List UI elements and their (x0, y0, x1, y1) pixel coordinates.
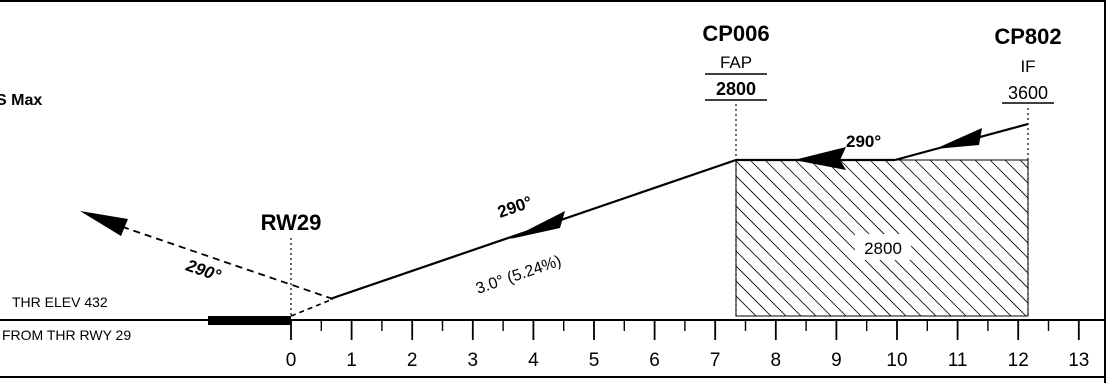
missed-approach-path (119, 225, 334, 300)
threshold-elevation: THR ELEV 432 (12, 294, 108, 310)
initial-arrow (935, 128, 982, 149)
hatch-line (1065, 160, 1106, 316)
hatch-line (1050, 160, 1106, 316)
final-course: 290° (495, 192, 535, 221)
hatch-line (839, 160, 997, 316)
cp006-name: CP006 (702, 21, 769, 46)
distance-tick-label: 4 (528, 350, 539, 371)
runway-name: RW29 (261, 210, 322, 235)
hatch-line (944, 160, 1028, 244)
cp802-role: IF (1020, 57, 1035, 76)
intermediate-min-altitude-label: 2800 (864, 239, 902, 258)
hatch-line (736, 280, 772, 316)
hatch-line (749, 160, 907, 316)
distance-tick-label: 11 (948, 350, 968, 371)
hatch-line (974, 160, 1028, 214)
distance-tick-label: 8 (771, 350, 782, 371)
distance-tick-label: 12 (1008, 350, 1029, 371)
hatch-line (736, 220, 832, 316)
descent-extension-dashed (290, 298, 334, 317)
hatch-line (1080, 160, 1106, 316)
intermediate-arrow (794, 147, 846, 170)
missed-approach-arrow (80, 211, 128, 236)
hatch-line (736, 205, 847, 316)
hatch-line (914, 160, 1028, 274)
intermediate-segment-min-altitude-block: 2800 (735, 159, 1106, 317)
hatch-line (736, 175, 877, 316)
glidepath-angle: 3.0° (5.24%) (474, 253, 564, 298)
cp802-name: CP802 (994, 24, 1061, 49)
hatch-line (899, 160, 1028, 289)
hatch-line (736, 190, 862, 316)
hatch-line (1035, 160, 1106, 316)
distance-reference-label: FROM THR RWY 29 (2, 327, 131, 343)
hatch-line (854, 160, 1012, 316)
hatch-line (989, 160, 1028, 199)
hatch-line (736, 265, 787, 316)
cp802-altitude: 3600 (1008, 83, 1048, 103)
hatch-line (869, 160, 1027, 316)
cp006-role: FAP (720, 53, 752, 72)
intermediate-course: 290° (846, 132, 881, 151)
hatch-line (736, 160, 892, 316)
distance-tick-label: 7 (710, 350, 721, 371)
partial-mda-label: S Max (0, 92, 42, 109)
distance-tick-label: 0 (286, 350, 297, 371)
runway-bar (208, 316, 291, 325)
hatch-line (736, 235, 817, 316)
hatch-line (736, 250, 802, 316)
distance-tick-label: 9 (831, 350, 842, 371)
distance-tick-label: 6 (649, 350, 660, 371)
distance-ticks (290, 320, 1080, 340)
hatch-line (929, 160, 1028, 259)
hatch-line (959, 160, 1028, 229)
hatch-line (1019, 160, 1028, 169)
hatch-line (884, 160, 1028, 304)
distance-tick-label: 1 (346, 350, 357, 371)
distance-tick-label: 13 (1068, 350, 1089, 371)
hatch-line (764, 160, 922, 316)
final-approach-arrow (510, 211, 565, 239)
hatch-line (736, 295, 757, 316)
distance-tick-label: 3 (468, 350, 479, 371)
distance-tick-label: 2 (407, 350, 418, 371)
cp006-altitude: 2800 (716, 79, 756, 99)
distance-tick-labels: 0 1 2 3 4 5 6 7 8 9 10 11 12 13 (286, 350, 1090, 371)
distance-tick-label: 5 (589, 350, 600, 371)
distance-tick-label: 10 (886, 350, 907, 371)
